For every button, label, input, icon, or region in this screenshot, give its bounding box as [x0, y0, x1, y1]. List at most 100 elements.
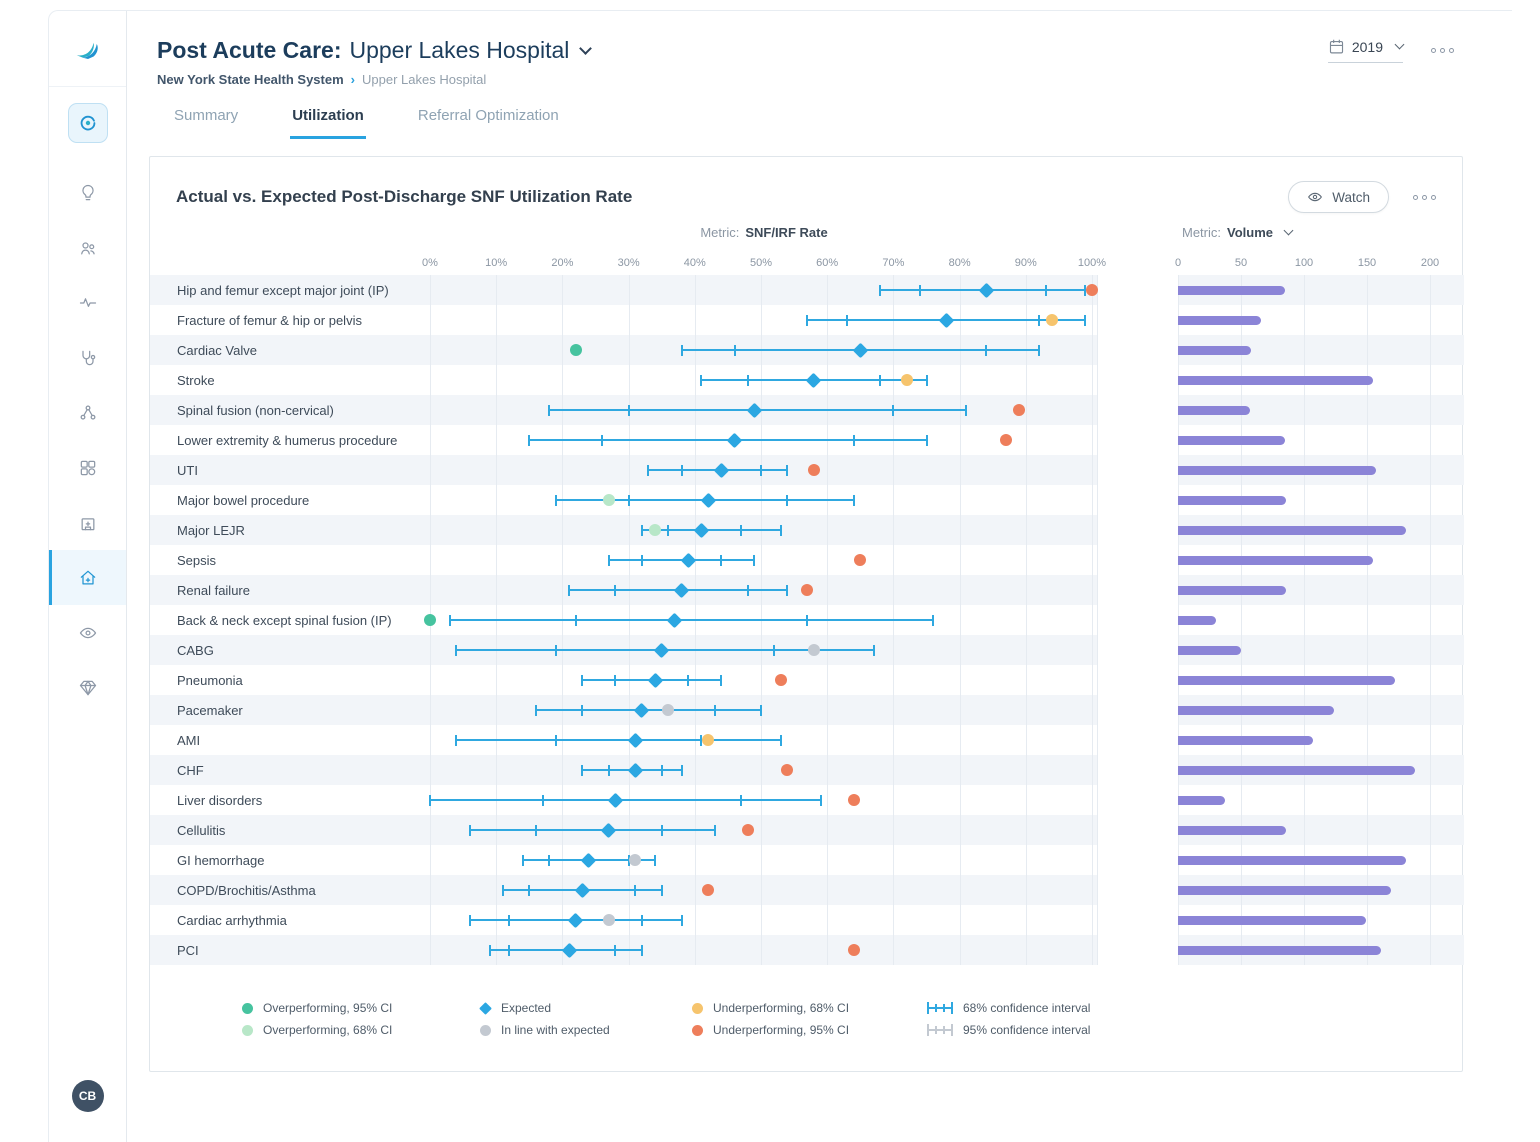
volume-bar [1178, 825, 1287, 835]
actual-dot [774, 674, 787, 686]
breadcrumb: New York State Health System › Upper Lak… [157, 72, 1454, 87]
ci-95-cap [488, 945, 491, 956]
ci-68-tick [508, 915, 511, 926]
user-avatar[interactable]: CB [71, 1080, 104, 1112]
chart-row: GI hemorrhage [150, 845, 1464, 875]
actual-dot [781, 764, 794, 776]
ci-68-tick [1044, 285, 1047, 296]
rate-axis-tick: 70% [882, 257, 905, 269]
main-content: Post Acute Care: Upper Lakes Hospital 20… [127, 11, 1512, 1142]
volume-cell [1178, 455, 1464, 485]
ci-95-cap [455, 645, 458, 656]
ci-68-tick [879, 375, 882, 386]
chart-rows: Hip and femur except major joint (IP) Fra… [150, 275, 1464, 965]
legend-swatch-over68 [242, 1024, 253, 1036]
chart-row: Cardiac Valve [150, 335, 1464, 365]
title-chevron-down-icon[interactable] [579, 42, 593, 55]
actual-dot [847, 794, 860, 806]
row-gap [1098, 275, 1178, 305]
sidebar-item-lightbulb[interactable] [49, 165, 126, 220]
actual-dot [1086, 284, 1098, 296]
volume-cell [1178, 335, 1464, 365]
sidebar-item-stethoscope[interactable] [49, 330, 126, 385]
volume-axis-tick: 100 [1294, 257, 1314, 269]
row-gap [1098, 515, 1178, 545]
gridline [1092, 275, 1093, 965]
chart-row: Cellulitis [150, 815, 1464, 845]
row-label: Pacemaker [177, 702, 243, 718]
tab-referral-optimization[interactable]: Referral Optimization [417, 107, 559, 124]
legend-swatch-inline [480, 1024, 491, 1036]
row-label: Liver disorders [177, 792, 263, 808]
ci-68-tick [660, 765, 663, 776]
ci-95-cap [713, 825, 716, 836]
ci-68-tick [918, 285, 921, 296]
volume-cell [1178, 305, 1464, 335]
volume-metric-chevron-down-icon [1283, 225, 1294, 236]
actual-dot [741, 824, 754, 836]
sidebar-item-network[interactable] [49, 385, 126, 440]
sidebar-item-people[interactable] [49, 220, 126, 275]
ci-95-cap [448, 615, 451, 626]
sidebar-item-grid[interactable] [49, 440, 126, 495]
ci-95-cap [932, 615, 935, 626]
legend-item: In line with expected [480, 1019, 610, 1041]
ci-95-cap [680, 915, 683, 926]
rate-plot [429, 785, 1098, 815]
breadcrumb-parent[interactable]: New York State Health System [157, 72, 344, 87]
volume-bar [1178, 345, 1252, 355]
card-kebab-menu[interactable] [1413, 191, 1436, 204]
expected-diamond [693, 522, 710, 538]
year-select[interactable]: 2019 [1327, 38, 1405, 63]
tab-utilization[interactable]: Utilization [290, 107, 366, 139]
legend-label: 95% confidence interval [963, 1023, 1091, 1037]
rate-plot [430, 695, 1098, 725]
sidebar-item-care-app[interactable] [67, 103, 108, 143]
legend-item: Overperforming, 68% CI [242, 1019, 392, 1041]
sidebar-item-home-plus[interactable] [49, 550, 126, 605]
volume-bar [1178, 675, 1395, 685]
chart-row: Back & neck except spinal fusion (IP) [150, 605, 1464, 635]
expected-diamond [634, 702, 650, 718]
ci-95-cap [925, 375, 928, 386]
pulse-icon [79, 297, 96, 307]
sidebar-item-pulse[interactable] [49, 275, 126, 330]
chart-row: Pacemaker [150, 695, 1464, 725]
sidebar-item-eye[interactable] [49, 605, 126, 660]
expected-diamond [574, 882, 591, 898]
ci-95-cap [925, 435, 928, 446]
ci-68-tick [846, 315, 849, 326]
app-logo[interactable] [49, 11, 126, 87]
row-gap [1098, 845, 1178, 875]
legend-swatch-expected [479, 1001, 492, 1015]
sidebar-nav [49, 165, 126, 715]
row-label: Sepsis [177, 552, 217, 568]
chart-row: Sepsis [150, 545, 1464, 575]
ci-68-tick [746, 375, 749, 386]
rate-plot [430, 365, 1098, 395]
sidebar-item-gem[interactable] [49, 660, 126, 715]
gridline [1304, 275, 1305, 965]
row-gap [1098, 665, 1178, 695]
volume-metric-select[interactable]: Metric: Volume [1182, 225, 1294, 240]
tab-summary[interactable]: Summary [174, 107, 239, 124]
row-gap [1098, 935, 1178, 965]
ci-68-tick [760, 465, 762, 476]
watch-button[interactable]: Watch [1288, 181, 1389, 213]
header-kebab-menu[interactable] [1431, 44, 1454, 57]
volume-bar [1178, 555, 1374, 565]
actual-dot [854, 554, 867, 566]
legend: Overperforming, 95% CI Overperforming, 68… [150, 997, 1462, 1045]
card-title: Actual vs. Expected Post-Discharge SNF U… [176, 187, 633, 206]
chart-row: Major LEJR [150, 515, 1464, 545]
ci-95-cap [521, 855, 524, 866]
row-gap [1098, 545, 1178, 575]
volume-cell [1178, 485, 1464, 515]
volume-cell [1178, 815, 1464, 845]
ci-68-tick [601, 435, 604, 446]
expected-diamond [806, 372, 822, 388]
expected-diamond [561, 942, 577, 958]
chart-row: Spinal fusion (non-cervical) [150, 395, 1464, 425]
sidebar-item-hospital[interactable] [49, 495, 126, 550]
ci-68-tick [554, 735, 557, 746]
